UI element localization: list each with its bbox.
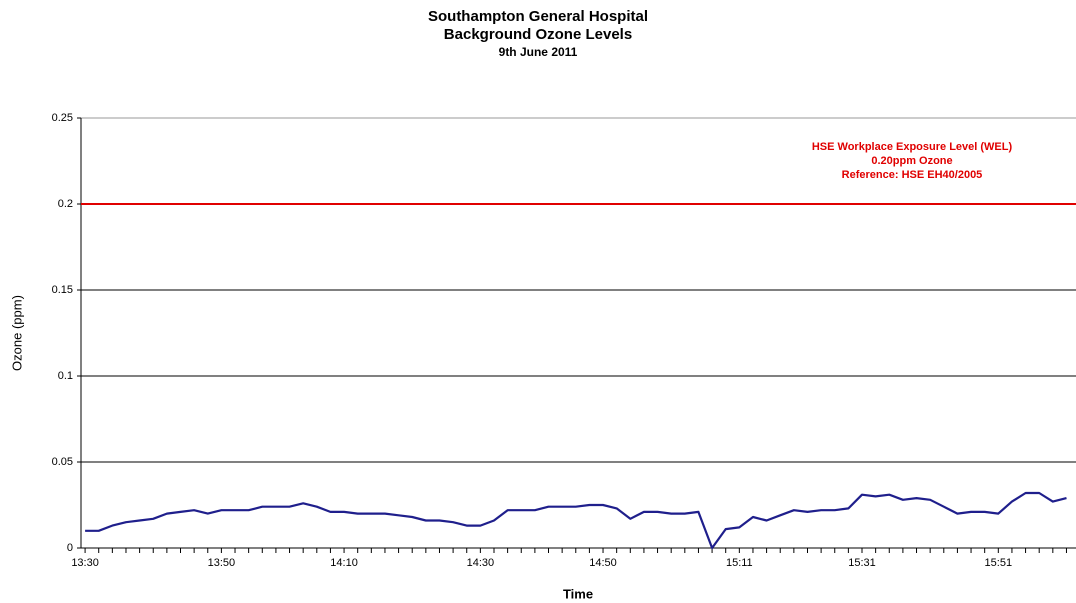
chart-subtitle: Background Ozone Levels xyxy=(444,26,632,43)
reference-label: Reference: HSE EH40/2005 xyxy=(842,169,983,181)
x-tick-label: 13:30 xyxy=(71,557,99,569)
x-axis-title: Time xyxy=(563,586,593,601)
y-tick-label: 0.2 xyxy=(58,198,73,210)
x-tick-label: 15:31 xyxy=(848,557,876,569)
reference-label: HSE Workplace Exposure Level (WEL) xyxy=(812,141,1013,153)
reference-label: 0.20ppm Ozone xyxy=(871,155,952,167)
x-tick-label: 14:30 xyxy=(467,557,495,569)
y-tick-label: 0.05 xyxy=(52,456,73,468)
x-tick-label: 14:50 xyxy=(589,557,617,569)
y-tick-label: 0.1 xyxy=(58,370,73,382)
x-tick-label: 15:11 xyxy=(726,557,753,569)
chart-date: 9th June 2011 xyxy=(499,45,578,59)
chart-title: Southampton General Hospital xyxy=(428,8,648,25)
x-tick-label: 15:51 xyxy=(985,557,1013,569)
y-tick-label: 0.25 xyxy=(52,112,73,124)
y-tick-label: 0.15 xyxy=(52,284,73,296)
y-tick-label: 0 xyxy=(67,542,73,554)
y-axis-title: Ozone (ppm) xyxy=(9,295,24,371)
x-tick-label: 14:10 xyxy=(330,557,358,569)
data-line xyxy=(85,491,1067,550)
x-tick-label: 13:50 xyxy=(208,557,236,569)
